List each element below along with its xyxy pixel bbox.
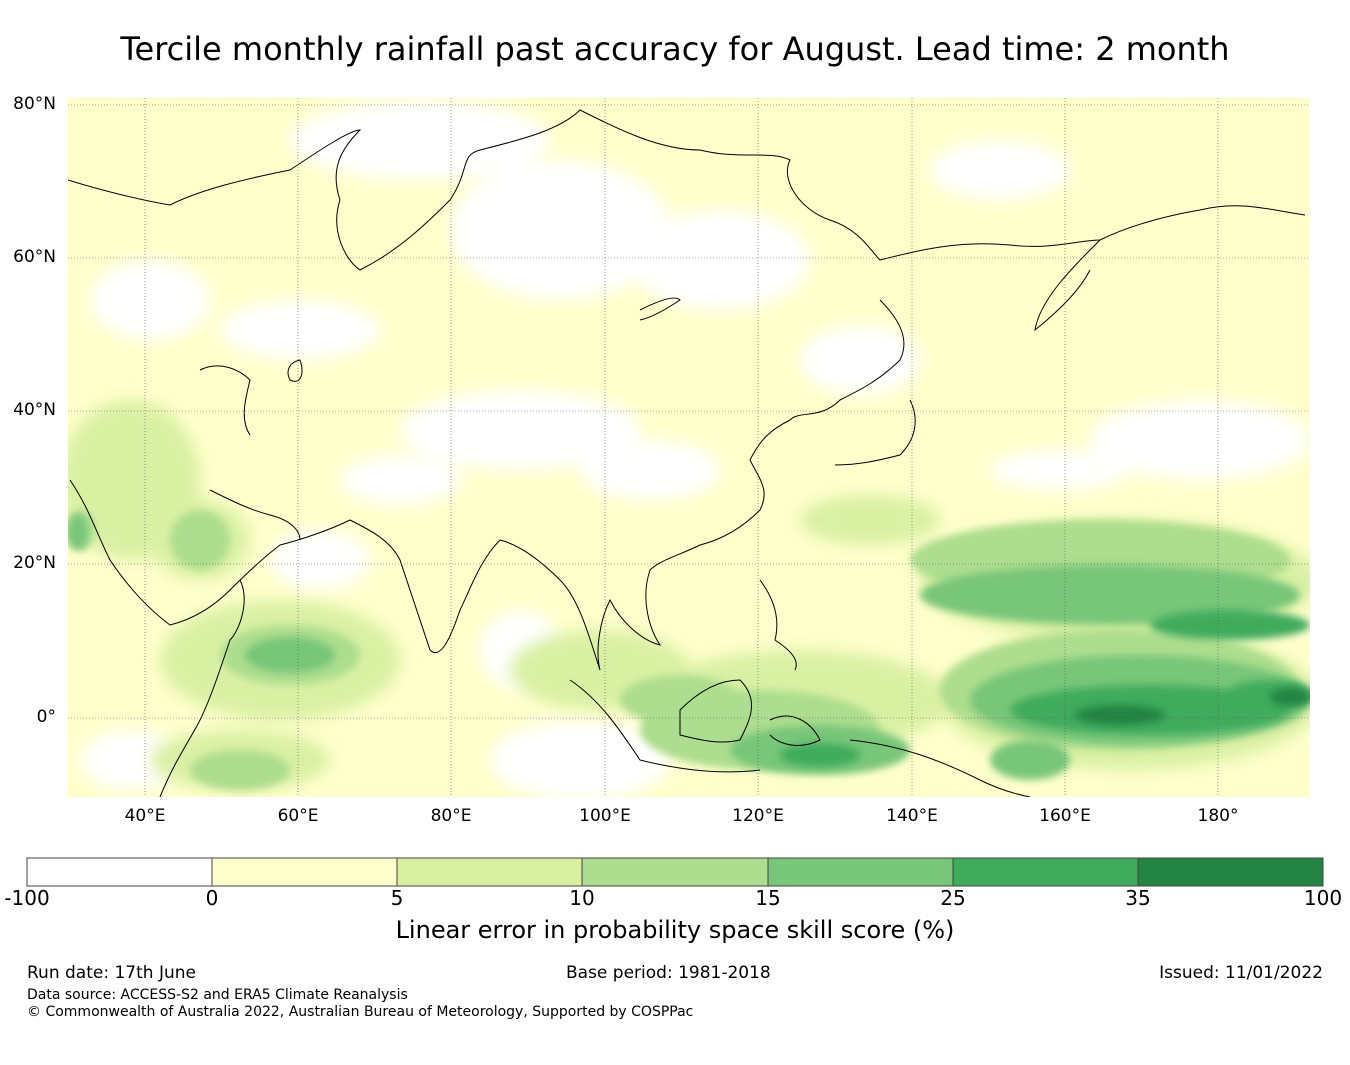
base-period: Base period: 1981-2018 — [566, 963, 771, 983]
graticule — [68, 98, 1310, 797]
lon-label-160e: 160°E — [1039, 806, 1091, 826]
colorbar-tick: 100 — [1303, 886, 1343, 910]
lon-label-180: 180° — [1197, 806, 1239, 826]
issued-date: Issued: 11/01/2022 — [1159, 963, 1323, 983]
data-source: Data source: ACCESS-S2 and ERA5 Climate … — [27, 987, 408, 1003]
lat-label-60n: 60°N — [13, 247, 56, 267]
lon-label-120e: 120°E — [732, 806, 784, 826]
lon-label-40e: 40°E — [124, 806, 166, 826]
colorbar-label: Linear error in probability space skill … — [395, 916, 955, 944]
lat-label-0: 0° — [36, 707, 56, 727]
colorbar-tick: 15 — [755, 886, 781, 910]
colorbar-tick: 5 — [390, 886, 404, 910]
lon-label-60e: 60°E — [277, 806, 319, 826]
colorbar-tick: 0 — [205, 886, 219, 910]
lon-label-100e: 100°E — [579, 806, 631, 826]
lon-label-140e: 140°E — [886, 806, 938, 826]
lat-label-80n: 80°N — [13, 94, 56, 114]
coastlines — [68, 109, 1306, 797]
colorbar-tick: -100 — [4, 886, 50, 910]
colorbar — [26, 857, 1324, 887]
colorbar-tick: 25 — [940, 886, 966, 910]
skill-field — [68, 98, 1310, 797]
copyright: © Commonwealth of Australia 2022, Austra… — [27, 1004, 694, 1020]
lat-label-40n: 40°N — [13, 400, 56, 420]
map-title: Tercile monthly rainfall past accuracy f… — [120, 30, 1230, 68]
colorbar-tick: 10 — [569, 886, 595, 910]
lon-label-80e: 80°E — [430, 806, 472, 826]
run-date: Run date: 17th June — [27, 963, 196, 983]
colorbar-tick: 35 — [1125, 886, 1151, 910]
lat-label-20n: 20°N — [13, 553, 56, 573]
